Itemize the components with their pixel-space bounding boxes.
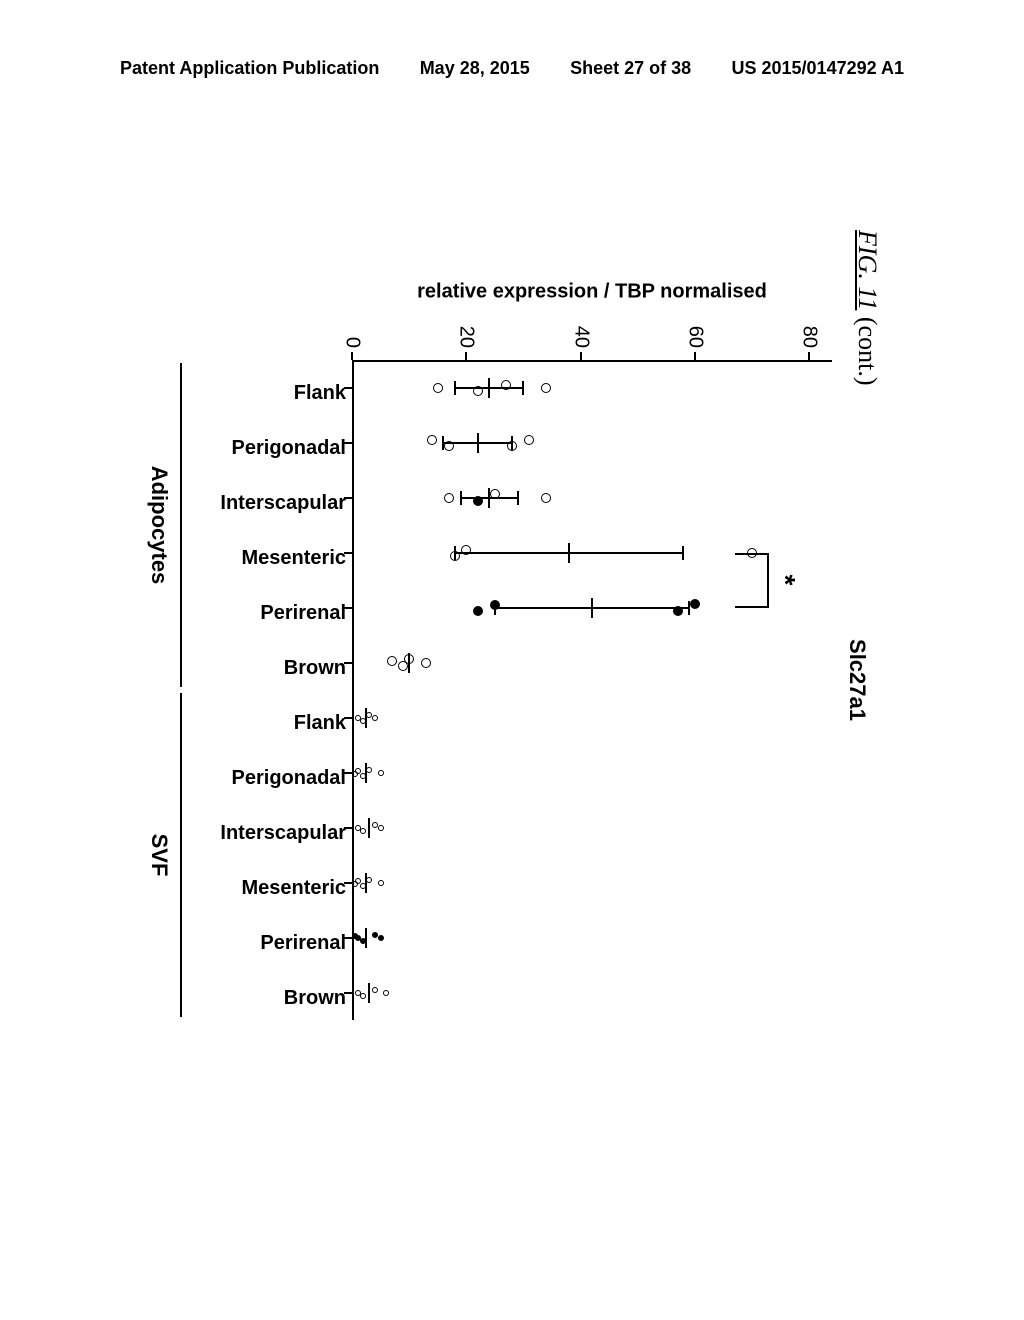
data-point (444, 493, 454, 503)
data-point (433, 383, 443, 393)
data-point (355, 715, 361, 721)
error-cap (454, 381, 456, 395)
data-point (690, 599, 700, 609)
data-point (352, 933, 358, 939)
data-point (421, 658, 431, 668)
data-point (383, 990, 389, 996)
data-point (673, 606, 683, 616)
header-pubno: US 2015/0147292 A1 (732, 58, 904, 79)
data-point (473, 386, 483, 396)
header-left: Patent Application Publication (120, 58, 379, 79)
x-tick-label: Brown (284, 987, 352, 1010)
group-line (180, 693, 182, 1018)
chart-title: Slc27a1 (844, 639, 870, 721)
data-point (352, 771, 358, 777)
group-label: SVF (146, 834, 172, 877)
error-cap (460, 491, 462, 505)
x-tick-label: Interscapular (220, 822, 352, 845)
y-tick-label: 40 (569, 326, 592, 360)
x-tick-label: Mesenteric (242, 877, 353, 900)
x-tick-label: Mesenteric (242, 547, 353, 570)
data-point (360, 773, 366, 779)
error-cap (682, 546, 684, 560)
data-point (501, 380, 511, 390)
significance-bracket (735, 553, 769, 608)
y-axis-label: relative expression / TBP normalised (417, 281, 767, 304)
group-line (180, 363, 182, 688)
data-point (507, 441, 517, 451)
data-point (360, 718, 366, 724)
data-point (427, 435, 437, 445)
mean-marker (368, 983, 370, 1003)
x-tick-label: Brown (284, 657, 352, 680)
x-tick-label: Perigonadal (232, 767, 352, 790)
data-point (352, 881, 358, 887)
mean-marker (591, 598, 593, 618)
data-point (366, 712, 372, 718)
significance-label: * (769, 575, 801, 586)
x-tick-label: Interscapular (220, 492, 352, 515)
header-date: May 28, 2015 (420, 58, 530, 79)
data-point (366, 877, 372, 883)
data-point (372, 715, 378, 721)
chart-container: FIG. 11 (cont.) Slc27a1 relative express… (142, 230, 882, 1130)
data-point (378, 770, 384, 776)
data-point (541, 493, 551, 503)
x-tick-label: Flank (294, 382, 352, 405)
data-point (360, 883, 366, 889)
data-point (378, 825, 384, 831)
data-point (372, 932, 378, 938)
data-point (541, 383, 551, 393)
error-cap (522, 381, 524, 395)
data-point (490, 600, 500, 610)
data-point (398, 661, 408, 671)
data-point (355, 990, 361, 996)
data-point (490, 489, 500, 499)
y-tick-label: 80 (798, 326, 821, 360)
data-point (360, 938, 366, 944)
data-point (524, 435, 534, 445)
y-tick-label: 60 (683, 326, 706, 360)
figure-label-suffix: (cont.) (853, 310, 882, 385)
data-point (366, 767, 372, 773)
mean-marker (477, 433, 479, 453)
data-point (450, 551, 460, 561)
mean-marker (488, 378, 490, 398)
data-point (355, 825, 361, 831)
mean-marker (568, 543, 570, 563)
x-axis (352, 360, 354, 1020)
y-tick-label: 20 (455, 326, 478, 360)
data-point (473, 496, 483, 506)
data-point (372, 987, 378, 993)
figure-label: FIG. 11 (cont.) (852, 230, 882, 385)
data-point (378, 935, 384, 941)
y-tick-label: 0 (341, 337, 364, 360)
x-tick-label: Perirenal (260, 932, 352, 955)
x-tick-label: Flank (294, 712, 352, 735)
header-sheet: Sheet 27 of 38 (570, 58, 691, 79)
figure-panel: FIG. 11 (cont.) Slc27a1 relative express… (0, 180, 1024, 1180)
data-point (378, 880, 384, 886)
data-point (444, 441, 454, 451)
y-axis (352, 360, 832, 362)
data-point (372, 822, 378, 828)
plot-area: 020406080FlankPerigonadalInterscapularMe… (352, 360, 832, 1020)
data-point (473, 606, 483, 616)
data-point (360, 993, 366, 999)
mean-marker (368, 818, 370, 838)
x-tick-label: Perigonadal (232, 437, 352, 460)
figure-label-prefix: FIG. 11 (853, 230, 882, 310)
group-label: Adipocytes (146, 466, 172, 585)
data-point (360, 828, 366, 834)
data-point (461, 545, 471, 555)
error-cap (517, 491, 519, 505)
page-header: Patent Application Publication May 28, 2… (0, 58, 1024, 79)
data-point (387, 656, 397, 666)
x-tick-label: Perirenal (260, 602, 352, 625)
